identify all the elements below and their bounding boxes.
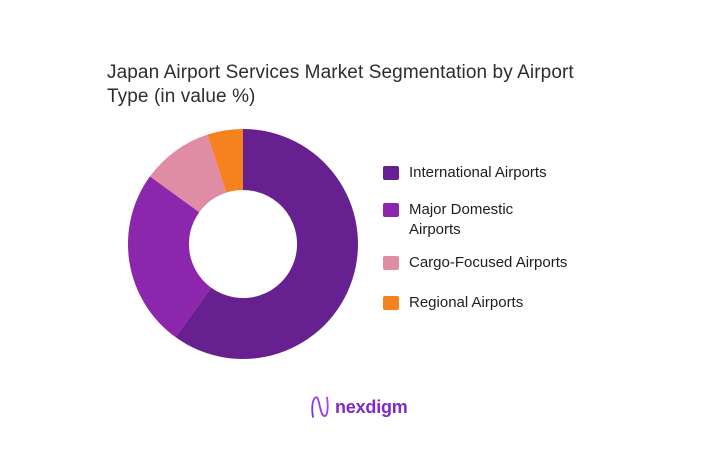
legend-swatch-icon	[383, 296, 399, 310]
legend-item-1: International Airports	[383, 163, 567, 183]
legend-item-2: Major Domestic Airports	[383, 200, 567, 240]
legend-item-4: Regional Airports	[383, 293, 567, 313]
legend-label: Regional Airports	[409, 294, 524, 311]
legend-swatch-icon	[383, 203, 399, 217]
donut-segment-4	[207, 129, 243, 193]
legend-label: Major Domestic Airports	[409, 201, 514, 238]
donut-segment-2	[127, 176, 212, 338]
legend-label: International Airports	[409, 164, 547, 181]
legend-swatch-icon	[383, 256, 399, 270]
chart-title: Japan Airport Services Market Segmentati…	[107, 62, 574, 107]
logo-text: nexdigm	[335, 396, 408, 417]
legend: International Airports Major Domestic Air…	[383, 163, 567, 313]
n-wave-icon	[311, 396, 329, 418]
donut-segment-1	[175, 129, 358, 359]
legend-swatch-icon	[383, 166, 399, 180]
nexdigm-logo: nexdigm	[309, 394, 408, 420]
legend-item-3: Cargo-Focused Airports	[383, 253, 567, 273]
donut-chart-container	[127, 129, 358, 359]
donut-segment-3	[149, 134, 227, 213]
legend-label: Cargo-Focused Airports	[409, 254, 568, 271]
donut-chart	[127, 129, 358, 359]
